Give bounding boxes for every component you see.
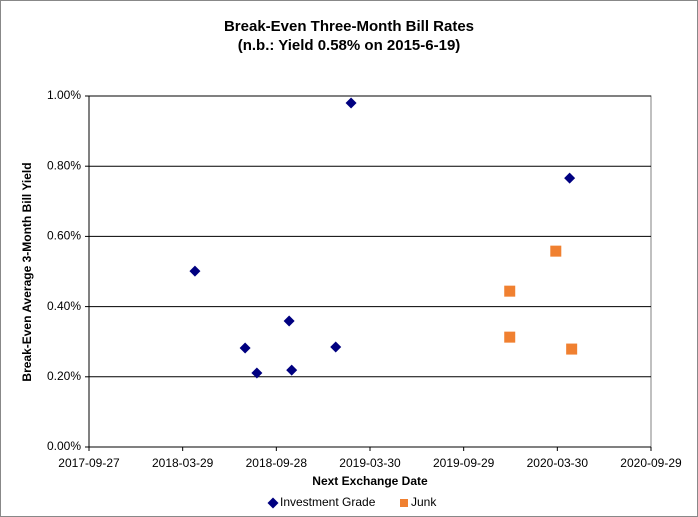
- point: [239, 342, 251, 354]
- point: [564, 172, 576, 184]
- point: [504, 285, 516, 297]
- x-tick-label: 2018-09-28: [246, 456, 308, 470]
- x-tick-label: 2020-09-29: [620, 456, 682, 470]
- point: [283, 315, 295, 327]
- point: [286, 364, 298, 376]
- y-tick-label: 0.40%: [47, 299, 81, 313]
- y-axis-title: Break-Even Average 3-Month Bill Yield: [20, 162, 34, 381]
- point: [550, 245, 562, 257]
- plot-area: [88, 95, 652, 448]
- point: [504, 331, 516, 343]
- x-tick-label: 2020-03-30: [527, 456, 589, 470]
- y-tick-label: 0.80%: [47, 158, 81, 172]
- point: [330, 341, 342, 353]
- x-tick-label: 2019-09-29: [433, 456, 495, 470]
- legend-marker: [267, 497, 279, 509]
- legend-label: Junk: [411, 495, 437, 509]
- chart-title: Break-Even Three-Month Bill Rates: [224, 18, 474, 35]
- x-tick-label: 2018-03-29: [152, 456, 214, 470]
- y-tick-label: 0.20%: [47, 369, 81, 383]
- point: [251, 367, 263, 379]
- x-axis-title: Next Exchange Date: [312, 474, 428, 488]
- x-tick-label: 2017-09-27: [58, 456, 120, 470]
- y-tick-label: 1.00%: [47, 88, 81, 102]
- point: [345, 97, 357, 109]
- legend-label: Investment Grade: [280, 495, 376, 509]
- point: [566, 343, 578, 355]
- chart-subtitle: (n.b.: Yield 0.58% on 2015-6-19): [238, 37, 461, 54]
- y-tick-label: 0.60%: [47, 229, 81, 243]
- x-tick-label: 2019-03-30: [339, 456, 401, 470]
- point: [189, 265, 201, 277]
- legend-marker: [400, 499, 408, 507]
- y-tick-label: 0.00%: [47, 439, 81, 453]
